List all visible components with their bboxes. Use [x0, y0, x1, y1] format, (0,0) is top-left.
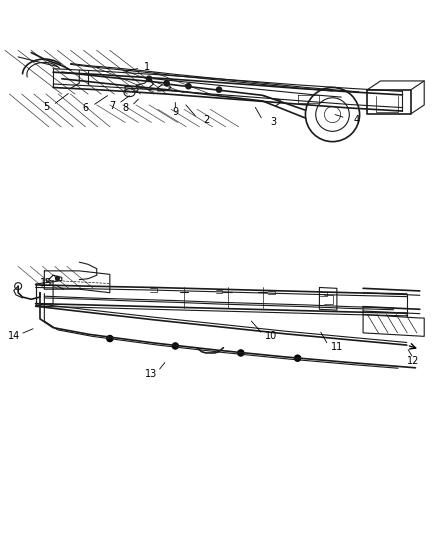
Circle shape — [147, 76, 152, 82]
Text: 15: 15 — [40, 278, 53, 288]
Text: 9: 9 — [172, 107, 178, 117]
Text: 8: 8 — [122, 103, 128, 113]
Circle shape — [216, 87, 222, 92]
Text: 12: 12 — [407, 356, 420, 366]
Text: 14: 14 — [8, 332, 20, 341]
Text: 2: 2 — [203, 115, 209, 125]
Text: 4: 4 — [353, 115, 360, 125]
Text: 6: 6 — [83, 103, 89, 113]
Circle shape — [238, 350, 244, 356]
Text: 10: 10 — [265, 332, 278, 341]
Circle shape — [186, 84, 191, 89]
Text: 5: 5 — [43, 102, 49, 112]
Text: 13: 13 — [145, 369, 157, 379]
Text: 1: 1 — [144, 62, 150, 72]
Text: 7: 7 — [109, 101, 115, 111]
Text: 3: 3 — [271, 117, 277, 127]
Circle shape — [55, 276, 60, 281]
Circle shape — [164, 80, 169, 86]
Circle shape — [172, 343, 178, 349]
Circle shape — [294, 355, 300, 361]
Circle shape — [107, 335, 113, 342]
Text: 11: 11 — [331, 342, 343, 352]
